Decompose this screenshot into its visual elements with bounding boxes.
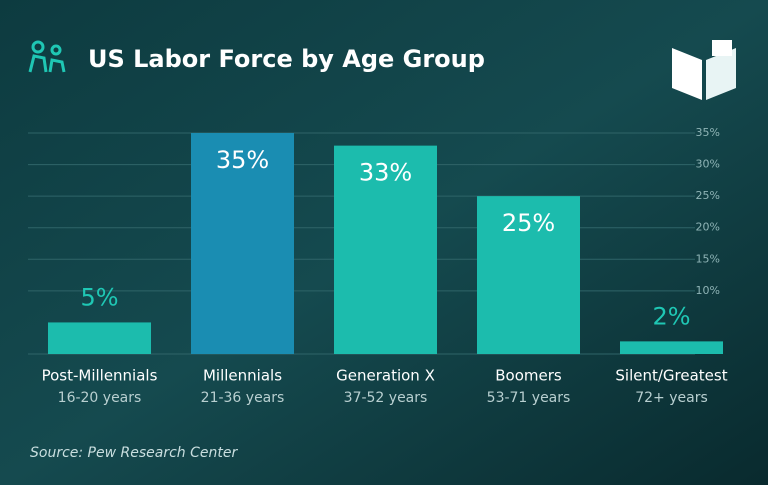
y-tick-label: 10% bbox=[696, 284, 720, 297]
value-label: 2% bbox=[652, 302, 690, 330]
y-tick-label: 25% bbox=[696, 189, 720, 202]
bar bbox=[477, 196, 580, 354]
logo bbox=[672, 40, 736, 100]
source-note: Source: Pew Research Center bbox=[30, 445, 238, 461]
value-label: 5% bbox=[80, 283, 118, 311]
y-tick-label: 20% bbox=[696, 221, 720, 234]
x-tick-label: Millennials bbox=[203, 367, 282, 385]
x-tick-sublabel: 72+ years bbox=[635, 390, 708, 406]
x-tick-label: Boomers bbox=[495, 367, 562, 385]
bar bbox=[48, 322, 151, 354]
x-tick-sublabel: 53-71 years bbox=[487, 390, 571, 406]
x-tick-sublabel: 21-36 years bbox=[201, 390, 285, 406]
y-tick-label: 15% bbox=[696, 252, 720, 265]
x-tick-sublabel: 16-20 years bbox=[58, 390, 142, 406]
x-tick-label: Generation X bbox=[336, 367, 435, 385]
people-icon bbox=[28, 40, 66, 73]
plot: 10% 15% 20% 25% 30% 35% Post-Millennials 16-20 … bbox=[28, 126, 728, 406]
value-label: 33% bbox=[359, 159, 412, 187]
bar bbox=[620, 341, 723, 354]
bar bbox=[334, 145, 437, 354]
value-label: 35% bbox=[216, 146, 269, 174]
x-tick-label: Silent/Greatest bbox=[615, 367, 727, 385]
x-tick-sublabel: 37-52 years bbox=[344, 390, 428, 406]
y-tick-label: 35% bbox=[696, 126, 720, 139]
x-tick-label: Post-Millennials bbox=[42, 367, 158, 385]
bar bbox=[191, 133, 294, 354]
value-label: 25% bbox=[502, 209, 555, 237]
y-tick-label: 30% bbox=[696, 158, 720, 171]
chart-title: US Labor Force by Age Group bbox=[88, 45, 485, 73]
